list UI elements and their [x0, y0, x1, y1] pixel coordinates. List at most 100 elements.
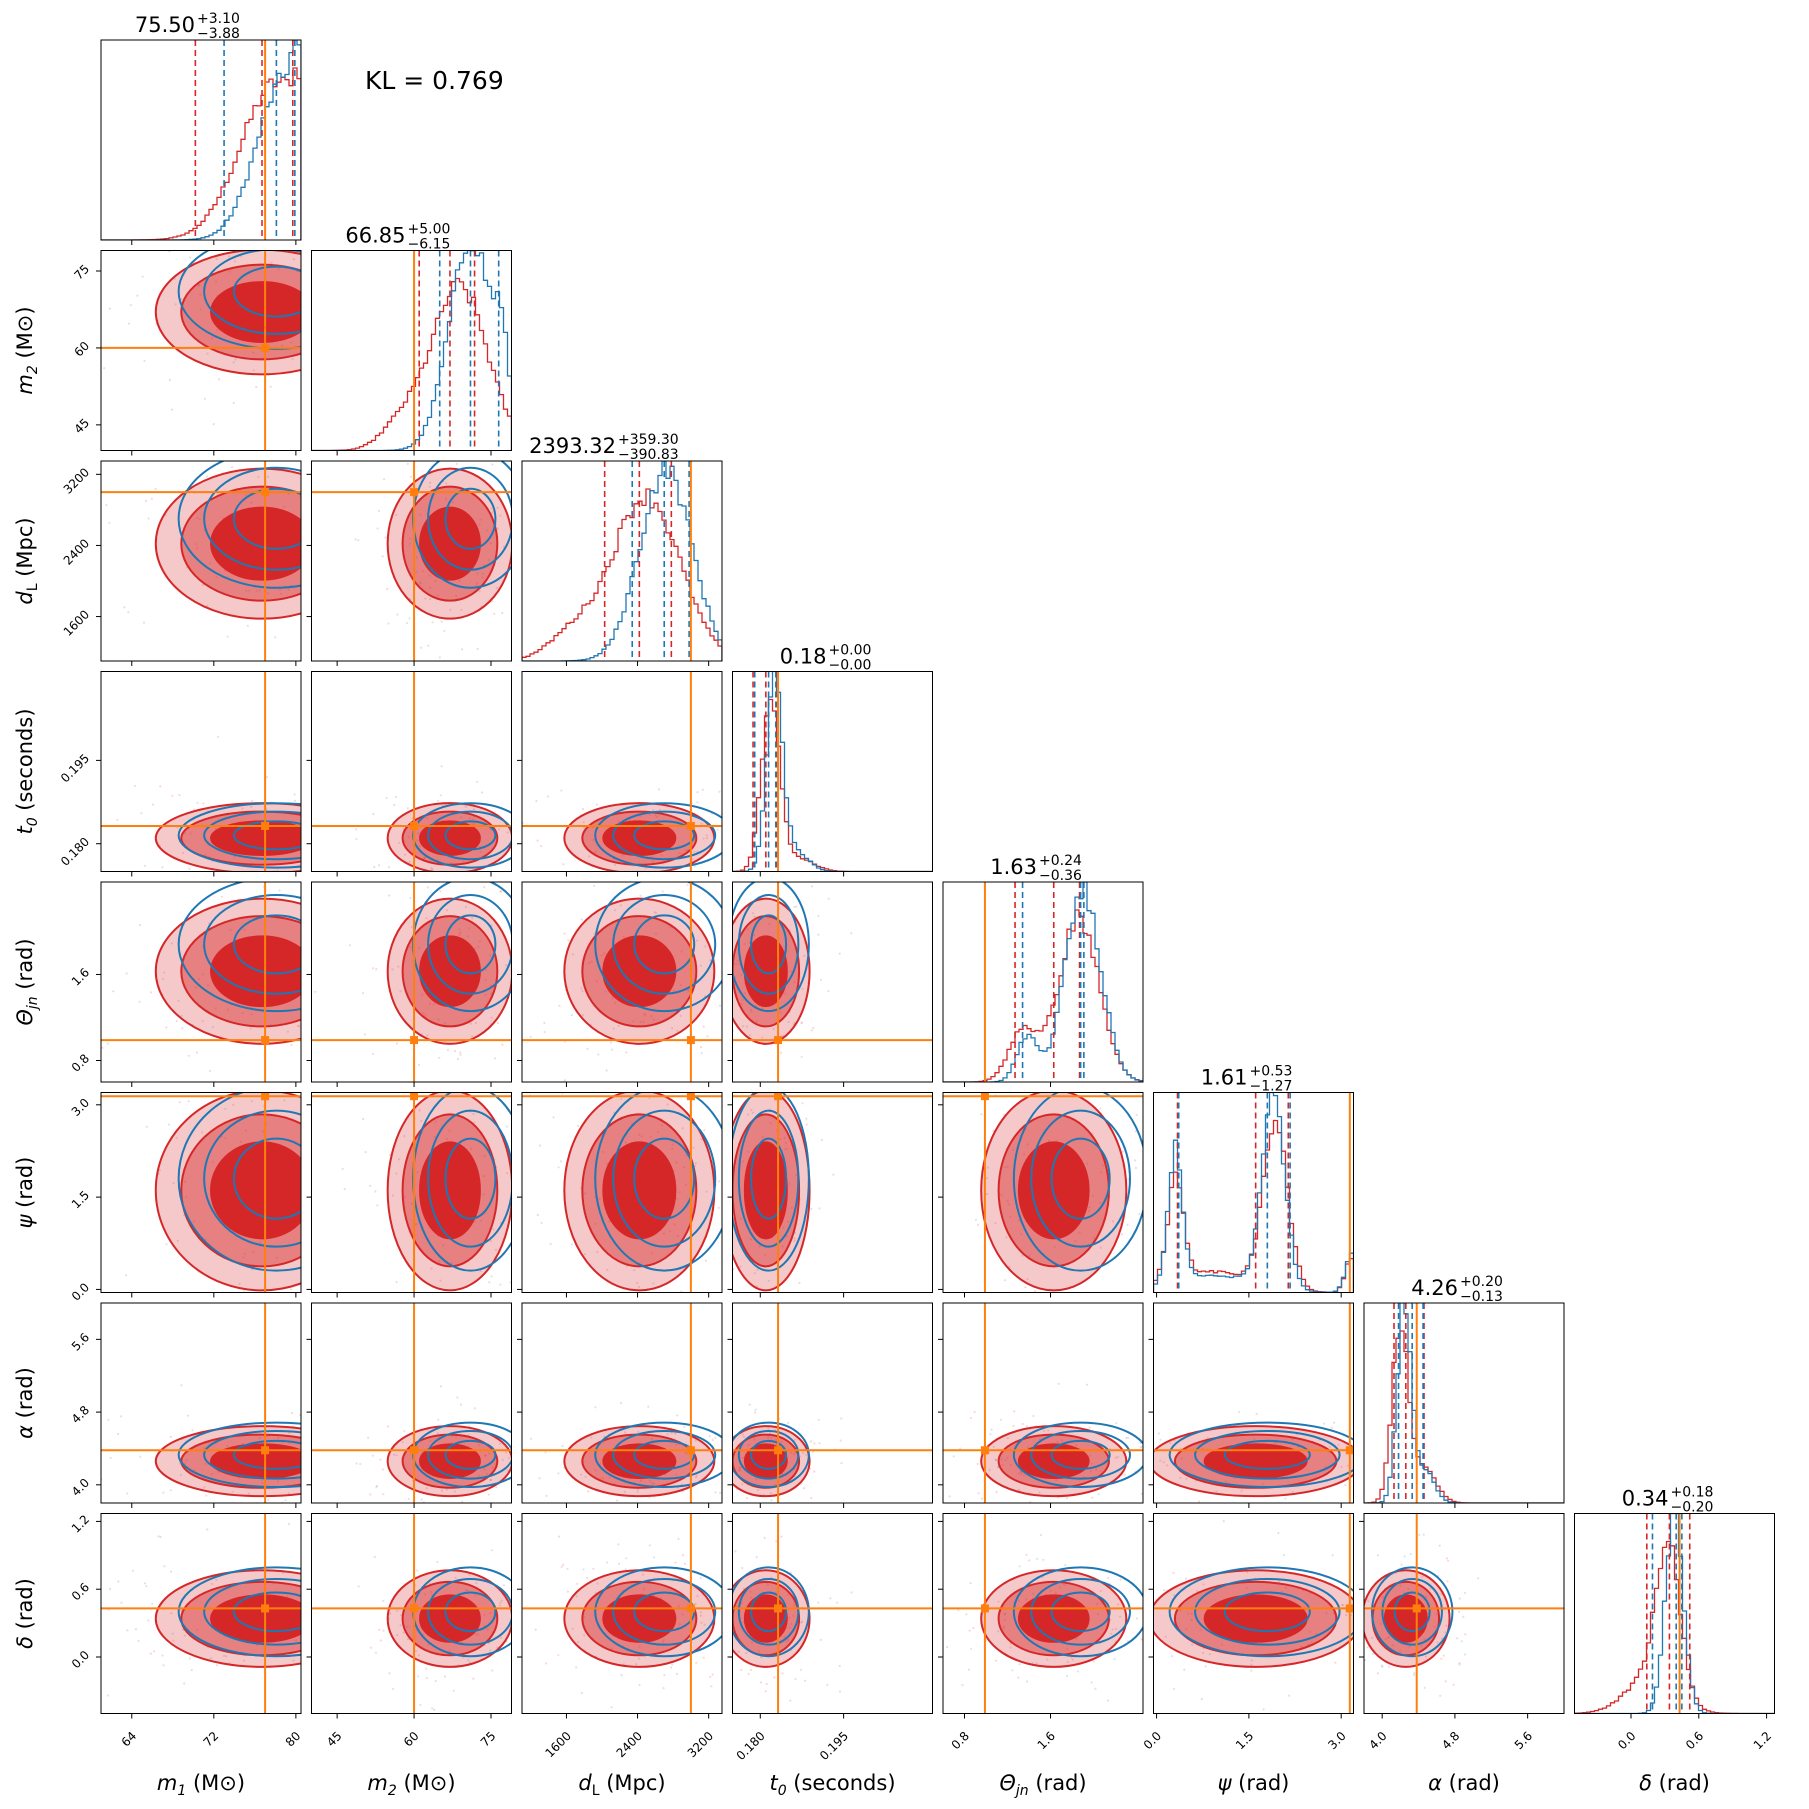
scatter-point: [1053, 1245, 1056, 1248]
scatter-point: [444, 1294, 446, 1296]
scatter-point: [501, 1043, 504, 1046]
scatter-point: [658, 808, 661, 811]
scatter-point: [323, 252, 325, 254]
scatter-point: [429, 1439, 432, 1442]
scatter-point: [1013, 1410, 1016, 1413]
diag-panel-alpha: 4.26 +0.20−0.13: [1363, 1274, 1565, 1508]
scatter-point: [287, 1523, 291, 1526]
contour-b-2: [1393, 1591, 1431, 1633]
contour-b-0: [1012, 1092, 1143, 1272]
scatter-point: [621, 854, 624, 857]
scatter-point: [137, 1639, 140, 1643]
scatter-point: [313, 1454, 315, 1456]
scatter-point: [684, 1562, 687, 1565]
scatter-point: [1139, 1446, 1142, 1449]
scatter-point: [321, 1225, 323, 1227]
scatter-point: [427, 644, 430, 647]
scatter-point: [992, 1445, 995, 1448]
scatter-point: [1003, 1618, 1007, 1622]
scatter-point: [500, 1599, 503, 1602]
scatter-point: [531, 1466, 533, 1468]
scatter-point: [946, 1646, 949, 1649]
scatter-point: [373, 1555, 376, 1558]
scatter-point: [1096, 1613, 1099, 1616]
scatter-point: [1356, 1462, 1358, 1464]
scatter-point: [193, 1469, 196, 1472]
scatter-point: [961, 1684, 964, 1687]
scatter-point: [1020, 1233, 1023, 1236]
truth-marker: [980, 1092, 989, 1101]
scatter-point: [351, 1249, 353, 1251]
y-tick-label: 0.0: [69, 1280, 92, 1303]
contour-b-0: [1168, 1421, 1354, 1489]
scatter-point: [1059, 1312, 1061, 1314]
scatter-point: [603, 952, 606, 955]
scatter-point: [308, 1488, 310, 1490]
scatter-point: [469, 1147, 472, 1150]
scatter-point: [580, 918, 583, 921]
scatter-point: [1458, 1662, 1461, 1665]
scatter-point: [147, 517, 150, 520]
scatter-point: [188, 256, 192, 259]
scatter-point: [1090, 1462, 1093, 1465]
scatter-point: [1017, 1219, 1021, 1222]
scatter-point: [1253, 1438, 1256, 1441]
scatter-point: [995, 1491, 998, 1494]
scatter-point: [780, 1051, 783, 1054]
scatter-point: [361, 992, 365, 995]
scatter-point: [296, 1024, 299, 1027]
scatter-point: [404, 1058, 406, 1060]
scatter-point: [605, 1162, 608, 1165]
scatter-point: [840, 1462, 843, 1465]
scatter-point: [774, 1483, 777, 1486]
scatter-point: [211, 1160, 214, 1163]
scatter-point: [345, 330, 347, 332]
scatter-point: [434, 580, 437, 583]
scatter-point: [202, 973, 205, 976]
scatter-point: [368, 1076, 370, 1078]
scatter-point: [717, 932, 719, 934]
title-value: 4.26: [1411, 1276, 1458, 1300]
scatter-point: [143, 359, 146, 362]
contour-b-1: [427, 1577, 512, 1646]
scatter-point: [351, 841, 353, 843]
scatter-point: [760, 1656, 763, 1659]
scatter-point: [1424, 1655, 1427, 1658]
scatter-point: [544, 1451, 547, 1454]
scatter-point: [1114, 1456, 1117, 1459]
scatter-point: [105, 504, 108, 507]
scatter-point: [566, 1590, 570, 1593]
scatter-point: [1055, 1478, 1058, 1481]
scatter-point: [560, 789, 563, 792]
scatter-point: [425, 917, 428, 920]
scatter-point: [1056, 1090, 1058, 1092]
scatter-point: [725, 882, 727, 884]
scatter-point: [418, 947, 421, 950]
scatter-point: [1032, 1592, 1035, 1595]
scatter-point: [125, 972, 128, 975]
scatter-point: [215, 280, 218, 283]
scatter-point: [459, 1089, 461, 1091]
scatter-point: [650, 1481, 654, 1484]
scatter-point: [741, 998, 744, 1002]
scatter-point: [661, 1342, 663, 1344]
scatter-point: [763, 1536, 766, 1539]
scatter-point: [357, 1585, 360, 1588]
scatter-point: [642, 1587, 645, 1591]
scatter-point: [477, 945, 480, 949]
scatter-point: [780, 1535, 783, 1538]
title-value: 0.18: [780, 645, 827, 669]
contour-b-1: [1030, 1430, 1131, 1480]
scatter-point: [204, 1462, 207, 1465]
scatter-point: [301, 1601, 303, 1603]
x-axis-label-dL: dL (Mpc): [578, 1771, 665, 1799]
scatter-point: [1477, 1577, 1480, 1580]
scatter-point: [790, 1206, 793, 1209]
x-tick-label: 0.180: [734, 1729, 768, 1763]
scatter-point: [327, 791, 329, 793]
scatter-point: [557, 1472, 560, 1475]
scatter-point: [775, 1540, 778, 1543]
y-tick-label: 5.6: [69, 1330, 92, 1353]
scatter-point: [528, 1472, 530, 1474]
scatter-point: [467, 1658, 470, 1662]
